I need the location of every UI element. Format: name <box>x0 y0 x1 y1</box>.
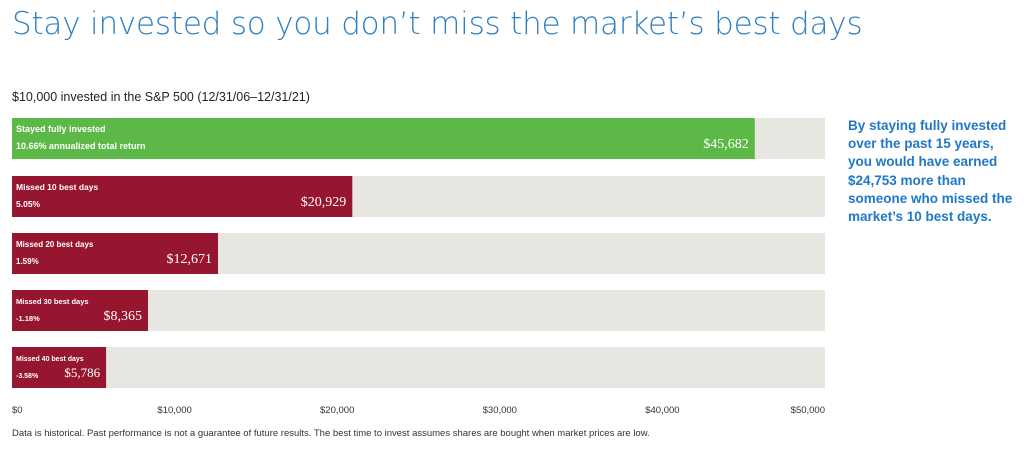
bar <box>12 233 219 274</box>
bar-category-label: Missed 40 best days <box>16 356 84 363</box>
bar <box>12 176 353 217</box>
x-tick-label: $0 <box>12 405 23 416</box>
bar-value-label: $5,786 <box>64 365 100 380</box>
bar-category-label: Missed 20 best days <box>16 240 94 249</box>
bar-return-label: 10.66% annualized total return <box>16 141 146 151</box>
bar-category-label: Missed 10 best days <box>16 182 98 192</box>
x-tick-label: $40,000 <box>645 405 679 416</box>
bar-value-label: $45,682 <box>703 137 749 152</box>
bar-value-label: $12,671 <box>167 252 213 267</box>
footnote: Data is historical. Past performance is … <box>12 428 650 439</box>
x-tick-label: $50,000 <box>791 405 825 416</box>
x-tick-label: $20,000 <box>320 405 354 416</box>
page-title: Stay invested so you don’t miss the mark… <box>12 6 863 42</box>
bar-return-label: -1.18% <box>16 314 40 323</box>
x-tick-label: $10,000 <box>157 405 191 416</box>
bar-value-label: $20,929 <box>301 195 347 210</box>
chart-title: $10,000 invested in the S&P 500 (12/31/0… <box>12 90 310 104</box>
x-tick-label: $30,000 <box>483 405 517 416</box>
bar <box>12 290 149 331</box>
bar <box>12 347 107 388</box>
bar-value-label: $8,365 <box>104 309 143 324</box>
bar <box>12 118 755 159</box>
bar-return-label: 1.59% <box>16 257 39 266</box>
callout-text: By staying fully invested over the past … <box>848 118 1013 225</box>
bar-return-label: -3.58% <box>16 373 39 380</box>
bar-category-label: Stayed fully invested <box>16 124 106 134</box>
bar-return-label: 5.05% <box>16 199 41 209</box>
bar-category-label: Missed 30 best days <box>16 297 89 306</box>
bar-track <box>12 347 825 388</box>
